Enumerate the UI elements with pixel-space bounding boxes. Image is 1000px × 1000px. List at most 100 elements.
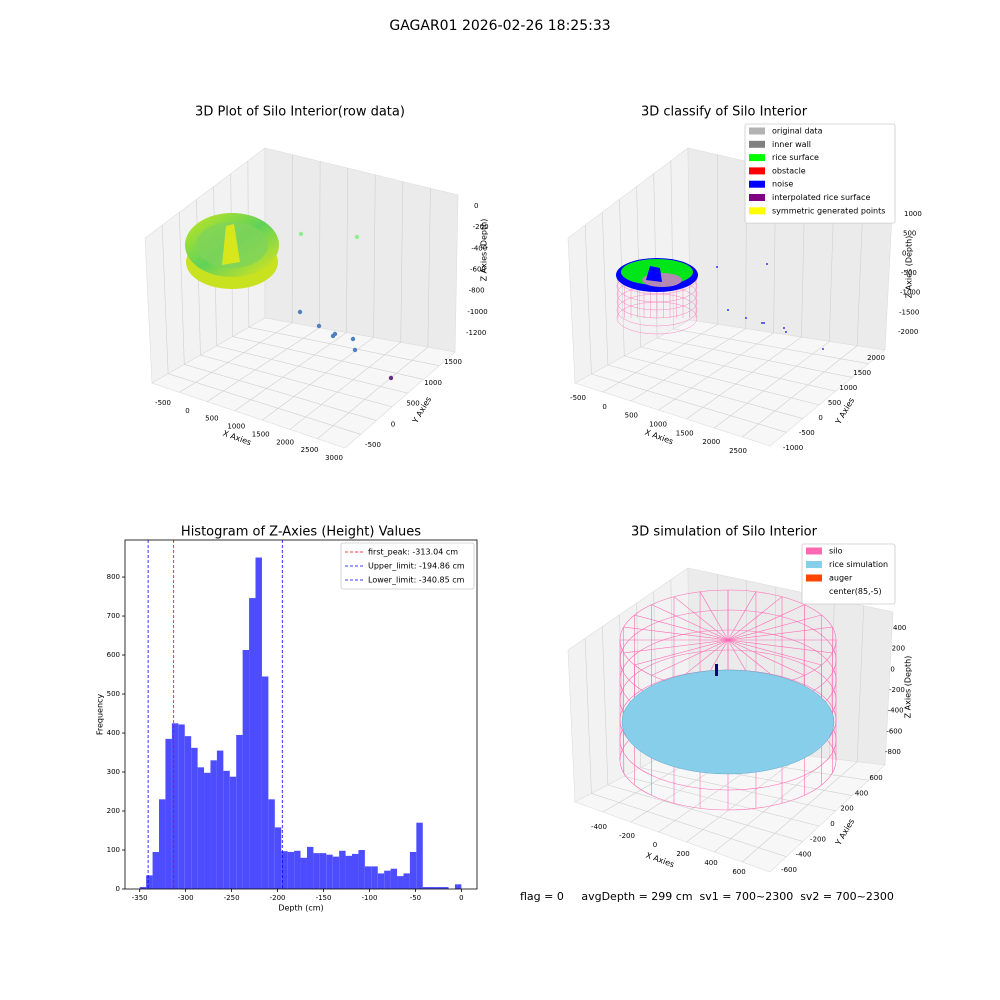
- bar: [429, 887, 436, 889]
- x-tick-label: -200: [270, 894, 286, 902]
- z-tick-label: -200: [473, 223, 489, 231]
- legend-label: Upper_limit: -194.86 cm: [368, 562, 465, 571]
- pane-grid: [168, 373, 361, 435]
- y-tick-label: 500: [828, 399, 841, 407]
- x-tick-label: 2500: [301, 446, 319, 454]
- bar: [184, 736, 192, 889]
- noise-point: [763, 322, 765, 324]
- x-tick-label: 1000: [649, 421, 667, 429]
- bar: [435, 887, 443, 889]
- x-tick-label: -200: [619, 832, 635, 840]
- x-tick-label: 200: [676, 850, 689, 858]
- pane-grid: [624, 775, 820, 827]
- z-tick-label: 500: [903, 230, 916, 238]
- wire-spoke: [727, 626, 833, 641]
- y-tick-label: -400: [796, 851, 812, 859]
- bar: [178, 724, 185, 889]
- pane-grid: [657, 337, 853, 378]
- bar: [152, 851, 160, 889]
- pane-grid: [591, 373, 787, 433]
- bar: [294, 850, 301, 889]
- bar: [197, 767, 205, 889]
- wire-spoke: [651, 604, 729, 641]
- x-tick-label: 400: [704, 859, 717, 867]
- wire-spoke: [634, 639, 729, 666]
- pane-grid: [584, 225, 592, 375]
- noise-point: [783, 327, 785, 329]
- noise-point: [716, 266, 718, 268]
- pane: [574, 319, 886, 447]
- z-tick-label: -2000: [898, 328, 918, 336]
- y-tick-label: -500: [799, 429, 815, 437]
- legend-label: first_peak: -313.04 cm: [368, 548, 458, 557]
- rice-surface: [621, 669, 835, 775]
- pane-grid: [653, 173, 658, 339]
- pane-grid: [373, 174, 376, 338]
- y-tick-label: 1500: [444, 358, 462, 366]
- bar: [268, 799, 275, 889]
- z-axis-label: Z Axies (Depth): [904, 656, 913, 719]
- wire-spoke: [699, 591, 729, 641]
- z-tick-label: -400: [888, 707, 904, 715]
- z-tick-label: -600: [470, 266, 486, 274]
- legend-label: rice surface: [772, 153, 819, 162]
- outlier: [316, 323, 322, 329]
- legend-label: auger: [829, 574, 853, 583]
- wire-spoke: [727, 639, 805, 676]
- outlier: [332, 331, 338, 337]
- pane-grid: [318, 161, 321, 328]
- x-tick-label: -500: [155, 399, 171, 407]
- x-tick-label: -50: [410, 894, 421, 902]
- pane-grid: [741, 345, 858, 438]
- pane-grid: [206, 327, 320, 402]
- legend-box: [801, 543, 896, 605]
- y-axis-label: Y Axies: [833, 817, 856, 847]
- bar: [345, 855, 353, 889]
- outlier: [350, 336, 356, 342]
- y-tick-label: 300: [107, 768, 120, 776]
- outlier: [354, 234, 360, 240]
- legend-patch: [806, 547, 822, 555]
- noise-point: [785, 331, 787, 333]
- legend-patch: [749, 140, 765, 148]
- subplot-title: 3D Plot of Silo Interior(row data): [195, 105, 405, 120]
- pane-grid: [591, 793, 787, 857]
- pane-grid: [317, 346, 429, 439]
- wire-spoke: [727, 639, 833, 654]
- bar: [191, 747, 198, 889]
- bar: [146, 875, 153, 889]
- legend-patch: [749, 207, 765, 215]
- legend-patch: [806, 574, 822, 582]
- z-tick-label: -200: [889, 686, 905, 694]
- y-tick-label: 600: [869, 774, 882, 782]
- point-cloud-peak: [222, 224, 240, 265]
- x-axis-label: Depth (cm): [278, 904, 323, 913]
- bar: [409, 851, 417, 889]
- pane-grid: [200, 354, 393, 408]
- pane-grid: [178, 212, 185, 365]
- wire-spoke: [623, 626, 729, 641]
- bar: [281, 851, 288, 889]
- y-tick-label: 500: [107, 690, 120, 698]
- z-axis-label: Z Axies (Depth): [905, 236, 914, 299]
- y-tick-label: 200: [107, 807, 120, 815]
- bar: [210, 760, 217, 889]
- z-tick-label: -500: [901, 269, 917, 277]
- y-tick-label: 200: [840, 805, 853, 813]
- z-tick-label: -800: [469, 287, 485, 295]
- bar: [364, 866, 372, 889]
- y-tick-label: 2000: [867, 354, 885, 362]
- bar: [171, 723, 179, 889]
- pane-grid: [248, 326, 440, 367]
- pane-grid: [179, 322, 293, 393]
- pane-grid: [658, 332, 774, 411]
- x-tick-label: 0: [653, 841, 657, 849]
- x-axis-label: X Axies: [645, 851, 676, 870]
- legend-patch: [749, 154, 765, 162]
- y-tick-label: -600: [781, 866, 797, 874]
- y-tick-label: 0: [391, 420, 395, 428]
- subplot-title: Histogram of Z-Axies (Height) Values: [181, 525, 421, 540]
- y-tick-label: 1500: [853, 369, 871, 377]
- noise-point: [745, 317, 747, 319]
- pane-grid: [427, 188, 431, 348]
